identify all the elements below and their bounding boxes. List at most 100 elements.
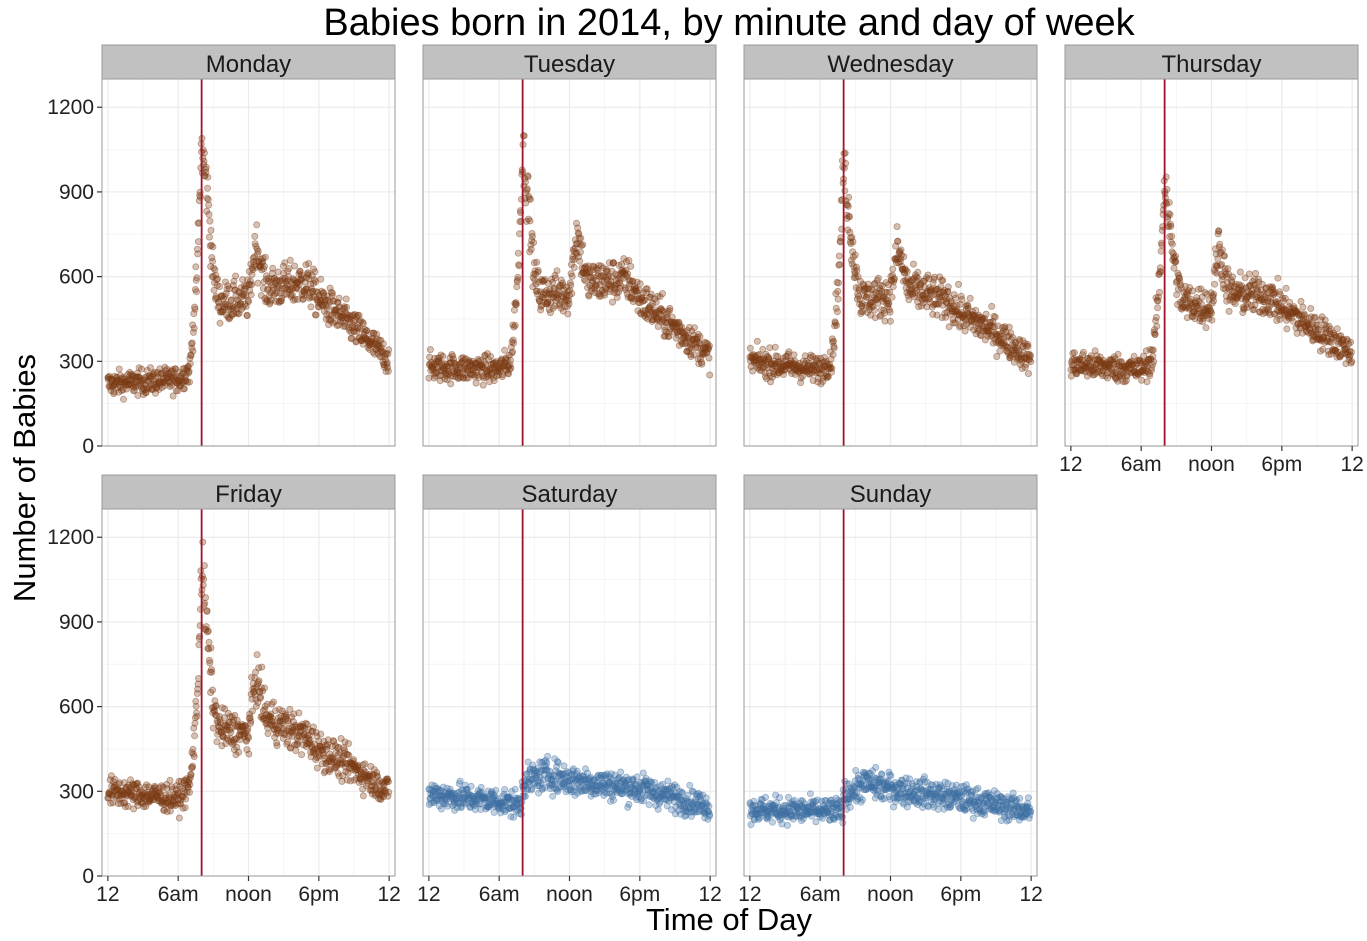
data-point [118,374,126,382]
data-point [178,379,186,387]
data-point [202,168,210,176]
data-point [161,363,169,371]
data-point [183,365,191,373]
data-point [231,286,239,294]
data-point [226,303,234,311]
data-point [1282,284,1290,292]
data-point [298,751,306,759]
data-point [214,298,222,306]
data-point [217,307,225,315]
data-point [1210,297,1218,305]
data-point [890,275,898,283]
data-point [167,373,175,381]
data-point [771,343,779,351]
data-point [136,375,144,383]
data-point [666,304,674,312]
data-point [129,387,137,395]
data-point [225,285,233,293]
data-point [193,712,201,720]
data-point [228,311,236,319]
data-point [240,290,248,298]
data-point [176,382,184,390]
data-point [137,379,145,387]
data-point [1005,323,1013,331]
data-point [116,371,124,379]
data-point [115,365,123,373]
data-point [104,375,112,383]
data-point [133,369,141,377]
data-point [872,763,880,771]
data-point [162,371,170,379]
data-point [199,538,207,546]
data-point [846,213,854,221]
data-point [136,377,144,385]
data-point [517,810,525,818]
data-point [248,281,256,289]
data-point [247,717,255,725]
data-point [554,759,562,767]
data-point [1166,211,1174,219]
data-point [140,376,148,384]
data-point [157,378,165,386]
data-point [776,794,784,802]
data-point [158,383,166,391]
data-point [753,337,761,345]
data-point [506,356,514,364]
data-point [254,247,262,255]
data-point [196,193,204,201]
data-point [1307,304,1315,312]
data-point [269,264,277,272]
data-point [220,302,228,310]
data-point [209,243,217,251]
data-point [118,375,126,383]
data-point [844,202,852,210]
data-point [123,385,131,393]
data-point [258,663,266,671]
data-point [958,295,966,303]
data-point [944,283,952,291]
data-point [223,311,231,319]
data-point [570,263,578,271]
data-point [215,298,223,306]
data-point [234,297,242,305]
data-point [206,659,214,667]
data-point [510,813,518,821]
data-point [871,306,879,314]
data-point [160,374,168,382]
data-point [1215,227,1223,235]
data-point [191,732,199,740]
data-point [1214,255,1222,263]
x-tick-label: 12 [417,883,440,906]
data-point [204,195,212,203]
data-point [155,379,163,387]
data-point [1157,268,1165,276]
data-point [511,321,519,329]
data-point [230,277,238,285]
data-point [132,376,140,384]
data-point [172,387,180,395]
data-point [138,384,146,392]
data-point [113,374,121,382]
data-point [168,366,176,374]
data-point [211,295,219,303]
data-point [255,677,263,685]
data-point [878,771,886,779]
data-point [886,308,894,316]
data-point [317,275,325,283]
data-point [836,260,844,268]
data-point [159,379,167,387]
x-tick-label: 6am [1121,453,1162,476]
y-tick-label: 1200 [47,96,94,119]
y-tick-label: 900 [59,611,94,634]
data-point [260,262,268,270]
data-point [1208,316,1216,324]
x-tick-label: 12 [96,883,119,906]
facet-panel-wednesday: Wednesday [743,44,1038,447]
data-point [241,300,249,308]
data-point [180,385,188,393]
data-point [246,287,254,295]
data-point [131,380,139,388]
data-point [235,288,243,296]
data-point [141,386,149,394]
